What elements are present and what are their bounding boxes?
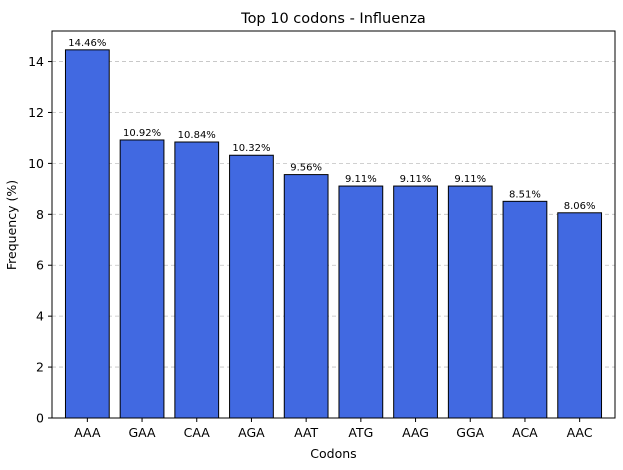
bar-gga [447, 185, 493, 419]
bar-value-label: 10.32% [232, 143, 270, 154]
y-tick-label: 12 [28, 105, 44, 120]
y-tick-label: 8 [36, 207, 44, 222]
x-tick-label: GAA [128, 425, 156, 440]
x-tick-label: ATG [348, 425, 373, 440]
x-axis-label: Codons [310, 446, 356, 461]
x-tick-label: AAT [294, 425, 318, 440]
bar-value-label: 10.92% [123, 128, 161, 139]
bar-aag [393, 185, 438, 419]
y-tick-label: 2 [36, 360, 44, 375]
x-axis-ticks: AAA GAA CAA AGA AAT ATG AAG GGA ACA AAC [74, 418, 593, 440]
x-tick-label: AAG [402, 425, 429, 440]
y-tick-label: 10 [28, 156, 44, 171]
x-tick-label: AAC [567, 425, 593, 440]
bar-value-label: 14.46% [68, 38, 106, 49]
x-tick-label: CAA [184, 425, 211, 440]
bar-value-label: 8.06% [564, 201, 596, 212]
bar-value-label: 8.51% [509, 189, 541, 200]
x-tick-label: ACA [512, 425, 538, 440]
bar-value-label: 10.84% [178, 130, 216, 141]
y-tick-label: 6 [36, 258, 44, 273]
chart-title: Top 10 codons - Influenza [240, 11, 426, 27]
bar-value-labels: 14.46% 10.92% 10.84% 10.32% 9.56% 9.11% 9.11% 9… [68, 38, 595, 212]
bar-aaa [64, 49, 110, 419]
bar-aat [283, 174, 329, 419]
bar-aac [557, 212, 603, 419]
x-tick-label: AAA [74, 425, 101, 440]
bar-value-label: 9.56% [290, 163, 322, 174]
bar-caa [174, 141, 220, 419]
y-tick-label: 4 [36, 309, 44, 324]
x-tick-label: AGA [238, 425, 265, 440]
bar-value-label: 9.11% [400, 174, 432, 185]
plot-frame [51, 30, 616, 419]
y-axis-ticks: 0 2 4 6 8 10 12 14 [28, 54, 52, 426]
y-axis-label: Frequency (%) [4, 180, 19, 270]
y-tick-label: 14 [28, 54, 44, 69]
x-tick-label: GGA [456, 425, 484, 440]
bar-atg [338, 185, 384, 419]
bar-aga [229, 154, 274, 419]
bar-aca [502, 200, 548, 419]
bar-value-label: 9.11% [454, 174, 486, 185]
bars [64, 49, 603, 419]
bar-value-label: 9.11% [345, 174, 377, 185]
y-tick-label: 0 [36, 411, 44, 426]
bar-gaa [119, 139, 165, 419]
